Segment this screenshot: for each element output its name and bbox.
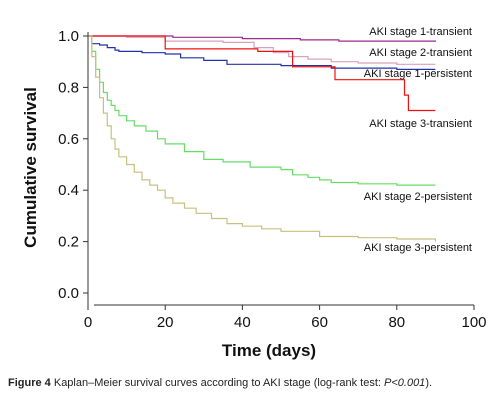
x-tick-label: 60 [311, 314, 328, 331]
series-line-5 [88, 35, 436, 186]
series-label-4: AKI stage 3-transient [369, 118, 472, 130]
series-label-1: AKI stage 1-transient [369, 26, 472, 38]
km-chart: 0.0 0.2 0.4 0.6 0.8 1.0 0 20 40 60 80 100 Time (days… [21, 26, 487, 360]
series-label-5: AKI stage 2-persistent [364, 191, 472, 203]
y-tick-label: 0.6 [58, 131, 79, 148]
y-tick-label: 0.2 [58, 234, 79, 251]
series-label-3: AKI stage 1-persistent [364, 68, 472, 80]
series-line-1 [88, 35, 436, 42]
p-value: P<0.001 [384, 377, 426, 389]
caption-text: Kaplan–Meier survival curves according t… [50, 377, 385, 389]
series-line-4 [88, 35, 436, 112]
x-tick-label: 0 [84, 314, 92, 331]
labels-layer: AKI stage 1-transient AKI stage 2-transie… [364, 26, 472, 254]
y-tick-label: 0.4 [58, 182, 79, 199]
x-axis-title: Time (days) [222, 341, 316, 360]
series-line-6 [88, 35, 436, 242]
x-tick-label: 80 [388, 314, 405, 331]
axes-layer: 0.0 0.2 0.4 0.6 0.8 1.0 0 20 40 60 80 100 Time (days… [21, 28, 487, 360]
x-tick-label: 40 [234, 314, 251, 331]
caption-end: ). [425, 377, 433, 389]
figure-caption: Figure 4 Kaplan–Meier survival curves ac… [8, 376, 486, 390]
y-tick-label: 0.8 [58, 79, 79, 96]
series-layer [88, 35, 436, 242]
series-label-2: AKI stage 2-transient [369, 47, 472, 59]
series-line-3 [88, 35, 436, 70]
series-label-6: AKI stage 3-persistent [364, 242, 472, 254]
y-axis-title: Cumulative survival [21, 87, 40, 248]
figure-label: Figure 4 [8, 377, 51, 389]
x-tick-label: 20 [157, 314, 174, 331]
y-tick-label: 1.0 [58, 28, 79, 45]
y-tick-label: 0.0 [58, 285, 79, 302]
x-tick-label: 100 [461, 314, 486, 331]
